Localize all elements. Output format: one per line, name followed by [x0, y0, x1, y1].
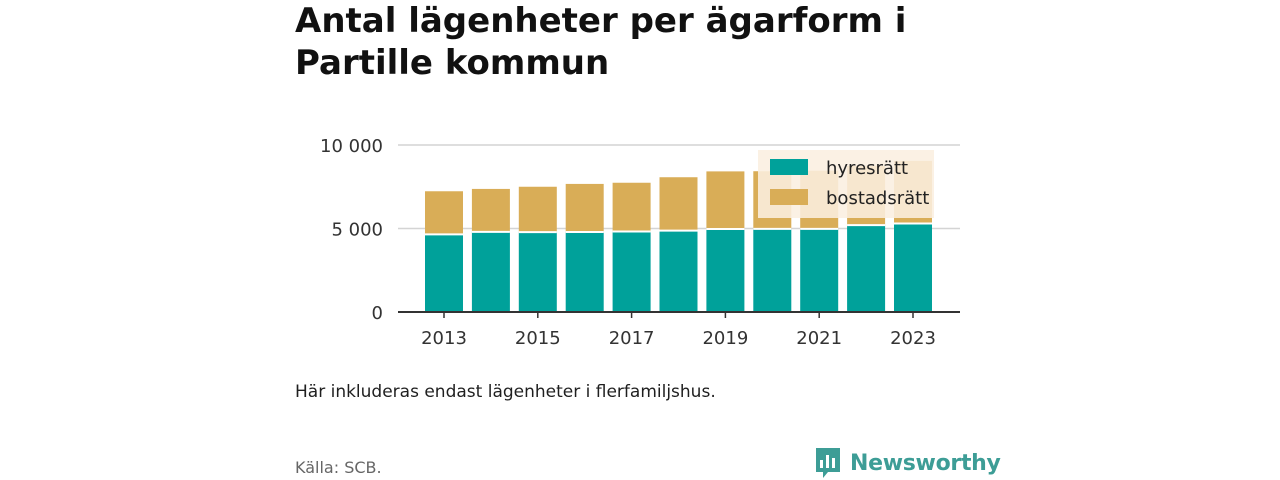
- source-text: Källa: SCB.: [295, 458, 382, 477]
- bar-hyresratt-2018: [659, 230, 698, 312]
- bar-hyresratt-2014: [471, 231, 510, 312]
- bar-hyresratt-2019: [706, 229, 745, 312]
- bar-bostadsratt-2018: [659, 177, 698, 231]
- chart-title: Antal lägenheter per ägarform i Partille…: [295, 1, 907, 83]
- y-tick-label: 10 000: [320, 136, 383, 157]
- x-tick-label: 2021: [796, 328, 842, 349]
- bar-hyresratt-2017: [612, 231, 651, 312]
- x-tick-label: 2017: [609, 328, 655, 349]
- y-tick-label: 0: [372, 303, 383, 324]
- bar-hyresratt-2022: [847, 225, 886, 312]
- brand-name: Newsworthy: [850, 450, 1001, 476]
- x-tick-label: 2013: [421, 328, 467, 349]
- x-tick-label: 2019: [702, 328, 748, 349]
- bar-hyresratt-2015: [518, 232, 557, 312]
- bar-bostadsratt-2013: [425, 191, 463, 235]
- legend-label-hyresratt: hyresrätt: [826, 158, 908, 179]
- x-tick-label: 2023: [890, 328, 936, 349]
- bar-hyresratt-2013: [425, 234, 463, 312]
- bar-hyresratt-2016: [565, 232, 604, 312]
- bar-bostadsratt-2016: [565, 183, 604, 233]
- bar-bostadsratt-2014: [471, 188, 510, 232]
- chart-note: Här inkluderas endast lägenheter i flerf…: [295, 382, 716, 402]
- bar-chart-icon: [816, 448, 840, 478]
- brand-logo: Newsworthy: [814, 446, 1001, 480]
- bar-hyresratt-2021: [800, 228, 839, 312]
- x-tick-label: 2015: [515, 328, 561, 349]
- legend-swatch-bostadsratt: [770, 189, 808, 205]
- bar-bostadsratt-2015: [518, 186, 557, 233]
- legend-swatch-hyresratt: [770, 159, 808, 175]
- bar-bostadsratt-2019: [706, 171, 745, 230]
- y-tick-label: 5 000: [331, 220, 383, 241]
- bar-hyresratt-2020: [753, 228, 792, 312]
- bar-bostadsratt-2017: [612, 182, 651, 232]
- bar-hyresratt-2023: [894, 223, 932, 312]
- legend-label-bostadsratt: bostadsrätt: [826, 188, 929, 209]
